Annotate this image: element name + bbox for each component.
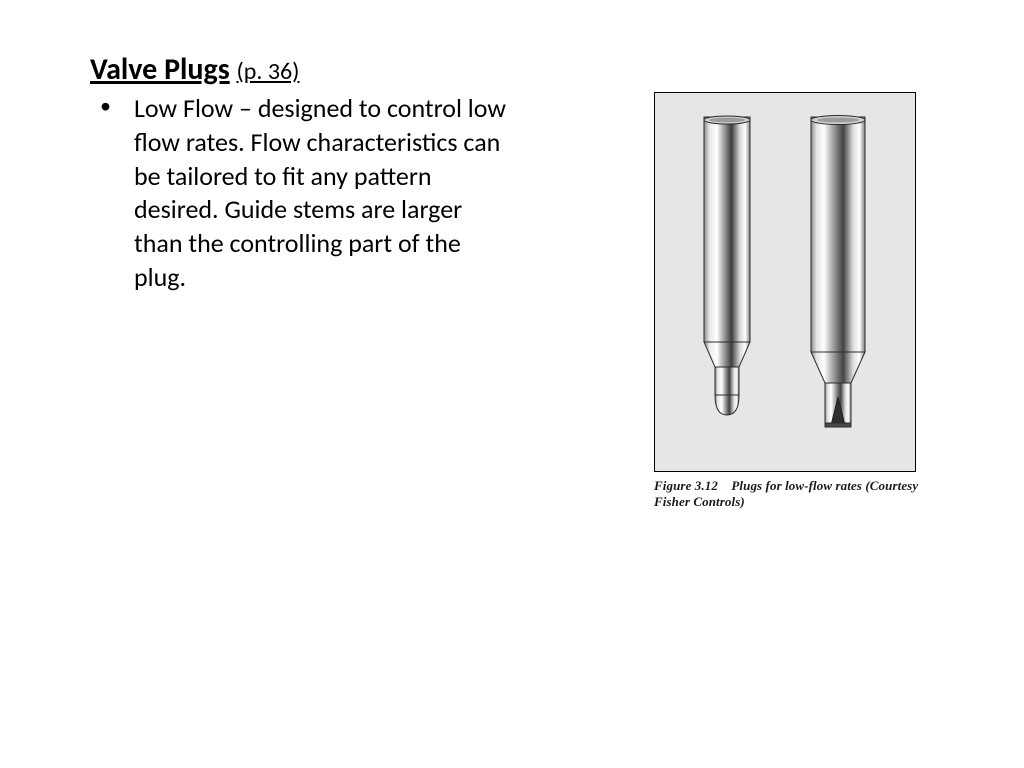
heading-line: Valve Plugs (p. 36) bbox=[90, 52, 934, 88]
figure-frame bbox=[654, 92, 916, 472]
slide: Valve Plugs (p. 36) Low Flow – designed … bbox=[0, 0, 1024, 768]
plug-slotted-icon bbox=[793, 115, 883, 450]
content-row: Low Flow – designed to control low flow … bbox=[90, 92, 934, 511]
bullet-block: Low Flow – designed to control low flow … bbox=[90, 92, 520, 295]
bullet-item: Low Flow – designed to control low flow … bbox=[90, 92, 510, 295]
bullet-text: Low Flow – designed to control low flow … bbox=[134, 92, 506, 293]
plug-rounded-icon bbox=[687, 115, 767, 445]
page-title: Valve Plugs bbox=[90, 51, 230, 88]
figure-number: Figure 3.12 bbox=[654, 478, 718, 493]
figure-column: Figure 3.12 Plugs for low-flow rates (Co… bbox=[654, 92, 934, 511]
figure-caption: Figure 3.12 Plugs for low-flow rates (Co… bbox=[654, 478, 934, 511]
page-ref: (p. 36) bbox=[236, 57, 299, 86]
